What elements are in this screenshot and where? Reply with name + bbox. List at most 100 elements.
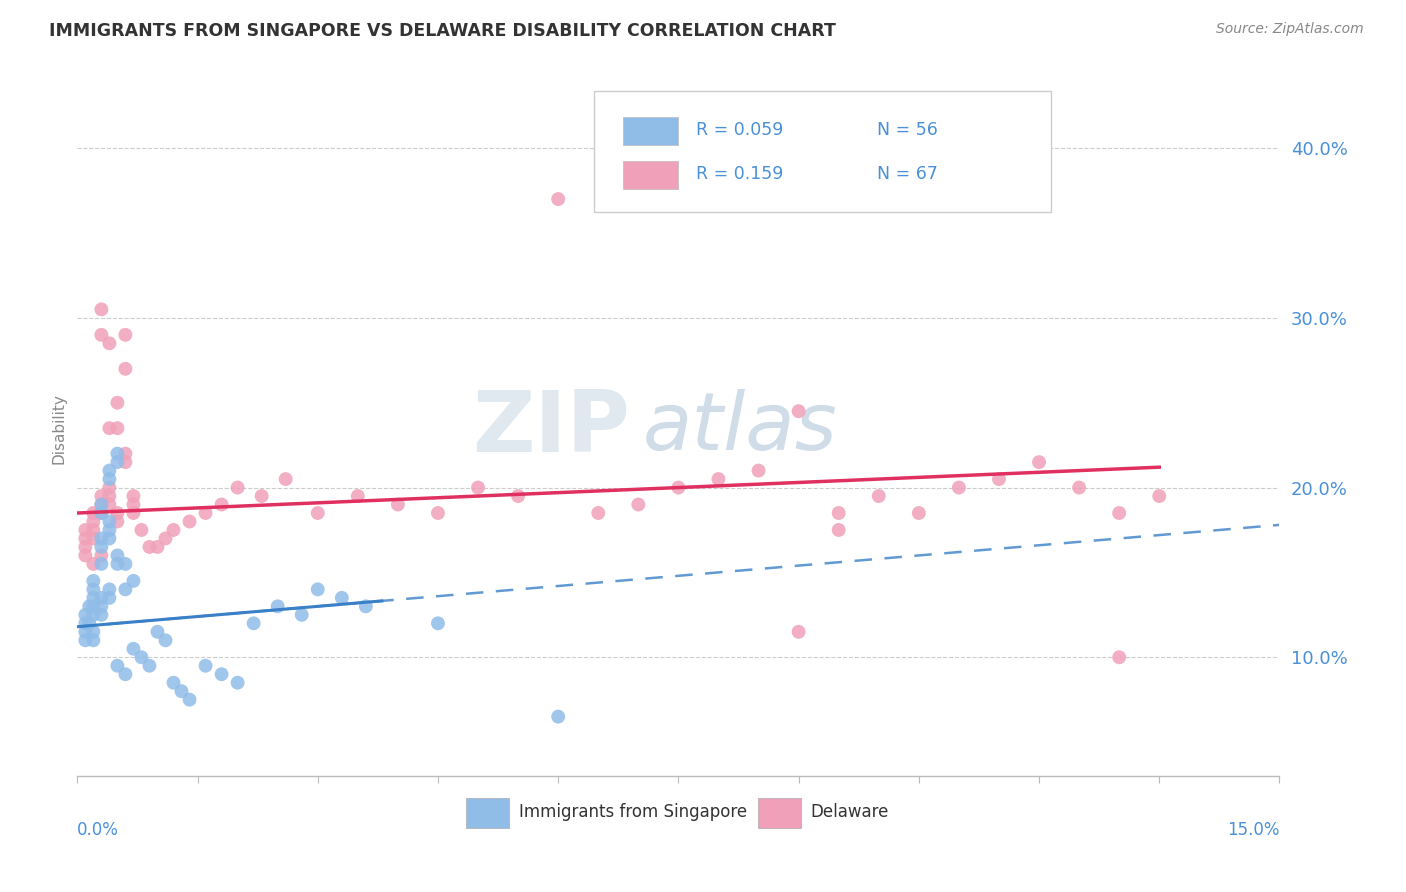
Point <box>291 607 314 622</box>
Point <box>787 624 810 639</box>
Point <box>194 658 217 673</box>
Point <box>82 523 104 537</box>
Point <box>828 506 851 520</box>
Point <box>75 523 97 537</box>
Point <box>114 447 136 461</box>
Point <box>75 532 97 546</box>
Point <box>330 591 353 605</box>
Point <box>98 421 121 435</box>
Point <box>107 455 129 469</box>
Point <box>114 455 136 469</box>
Point <box>98 582 121 597</box>
Point <box>90 489 112 503</box>
Point <box>307 582 329 597</box>
Point <box>588 506 610 520</box>
Point <box>307 506 329 520</box>
Point <box>162 675 184 690</box>
Point <box>107 447 129 461</box>
Point <box>82 557 104 571</box>
Point <box>146 540 169 554</box>
Point <box>107 557 129 571</box>
Point <box>908 506 931 520</box>
Point <box>90 498 112 512</box>
Point <box>90 557 112 571</box>
Point <box>828 523 851 537</box>
Text: IMMIGRANTS FROM SINGAPORE VS DELAWARE DISABILITY CORRELATION CHART: IMMIGRANTS FROM SINGAPORE VS DELAWARE DI… <box>49 22 837 40</box>
Point <box>146 624 169 639</box>
Text: Delaware: Delaware <box>811 803 889 822</box>
Point <box>122 498 145 512</box>
FancyBboxPatch shape <box>623 161 679 189</box>
Point <box>82 599 104 614</box>
FancyBboxPatch shape <box>758 797 801 828</box>
Point <box>98 489 121 503</box>
Point <box>98 472 121 486</box>
Point <box>90 506 112 520</box>
Point <box>114 361 136 376</box>
Point <box>1149 489 1171 503</box>
Point <box>211 667 233 681</box>
Text: R = 0.059: R = 0.059 <box>696 121 783 139</box>
Text: atlas: atlas <box>643 389 837 467</box>
Point <box>114 557 136 571</box>
Point <box>162 523 184 537</box>
Point <box>90 498 112 512</box>
Point <box>868 489 890 503</box>
Point <box>98 464 121 478</box>
Point <box>98 523 121 537</box>
Point <box>98 591 121 605</box>
Point <box>90 591 112 605</box>
Point <box>155 532 177 546</box>
Y-axis label: Disability: Disability <box>51 392 66 464</box>
Point <box>988 472 1011 486</box>
Point <box>114 327 136 342</box>
Point <box>98 336 121 351</box>
Point <box>707 472 730 486</box>
Point <box>547 192 569 206</box>
Point <box>79 599 101 614</box>
Point <box>90 506 112 520</box>
Point <box>387 498 409 512</box>
Point <box>98 498 121 512</box>
Point <box>1108 506 1130 520</box>
Point <box>179 515 201 529</box>
FancyBboxPatch shape <box>465 797 509 828</box>
Point <box>90 607 112 622</box>
Point <box>508 489 530 503</box>
Point <box>114 582 136 597</box>
Point <box>75 633 97 648</box>
Point <box>347 489 370 503</box>
Point <box>668 481 690 495</box>
Text: ZIP: ZIP <box>472 386 630 470</box>
Point <box>547 709 569 723</box>
Point <box>98 481 121 495</box>
Point <box>82 624 104 639</box>
Point <box>194 506 217 520</box>
Point <box>122 574 145 588</box>
Point <box>748 464 770 478</box>
Point <box>107 421 129 435</box>
Point <box>75 540 97 554</box>
Point <box>226 481 249 495</box>
Point <box>170 684 193 698</box>
Point <box>107 658 129 673</box>
Text: R = 0.159: R = 0.159 <box>696 165 783 183</box>
Point <box>627 498 650 512</box>
Point <box>82 633 104 648</box>
Point <box>427 506 450 520</box>
FancyBboxPatch shape <box>623 117 679 145</box>
Text: 0.0%: 0.0% <box>77 822 120 839</box>
Point <box>107 515 129 529</box>
Point <box>82 582 104 597</box>
Text: 15.0%: 15.0% <box>1227 822 1279 839</box>
Point <box>107 395 129 409</box>
Point <box>242 616 264 631</box>
Point <box>267 599 290 614</box>
Point <box>107 549 129 563</box>
Point <box>82 574 104 588</box>
Text: N = 56: N = 56 <box>877 121 938 139</box>
Point <box>948 481 970 495</box>
Point <box>138 658 160 673</box>
Point <box>787 404 810 418</box>
Point <box>122 506 145 520</box>
